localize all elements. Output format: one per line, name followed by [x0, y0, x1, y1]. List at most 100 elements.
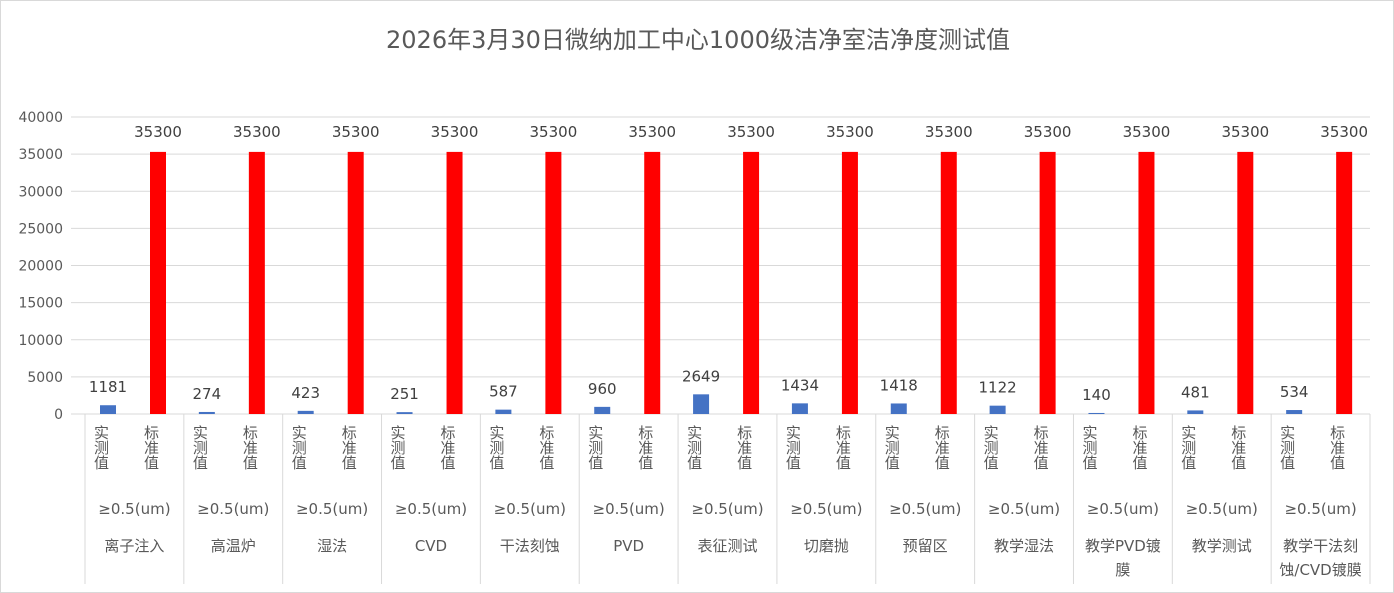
size-label: ≥0.5(um) [296, 500, 368, 518]
data-label: 534 [1280, 383, 1309, 401]
data-label: 35300 [332, 123, 380, 141]
data-label: 35300 [431, 123, 479, 141]
data-label: 140 [1082, 386, 1111, 404]
data-label: 35300 [1123, 123, 1171, 141]
data-label: 35300 [134, 123, 182, 141]
size-label: ≥0.5(um) [593, 500, 665, 518]
category-label: 表征测试 [697, 537, 757, 555]
size-label: ≥0.5(um) [988, 500, 1060, 518]
category-label: 教学测试 [1192, 537, 1252, 555]
sub-category-label: 实测值 [487, 425, 505, 470]
data-label: 35300 [628, 123, 676, 141]
sub-category-label: 标准值 [439, 425, 457, 470]
bar-standard [446, 151, 463, 414]
bar-standard [150, 151, 166, 414]
bar-measured [198, 411, 215, 414]
sub-category-label: 实测值 [92, 425, 110, 470]
bar-standard [743, 151, 760, 414]
bar-standard [644, 151, 661, 414]
bar-standard [841, 151, 858, 414]
y-tick-label: 25000 [18, 221, 63, 237]
data-label: 35300 [233, 123, 281, 141]
sub-category-label: 标准值 [142, 425, 160, 470]
y-tick-label: 0 [54, 407, 63, 423]
bar-measured [791, 403, 808, 414]
data-label: 35300 [530, 123, 578, 141]
bar-standard [545, 151, 562, 414]
sub-category-label: 实测值 [685, 425, 703, 470]
data-label: 423 [291, 384, 320, 402]
sub-category-label: 实测值 [1080, 425, 1098, 470]
sub-category-label: 实测值 [191, 425, 209, 470]
data-label: 960 [588, 380, 617, 398]
data-label: 251 [390, 385, 419, 403]
y-tick-label: 5000 [27, 370, 63, 386]
bar-measured [989, 405, 1006, 414]
size-label: ≥0.5(um) [691, 500, 763, 518]
sub-category-label: 标准值 [1130, 425, 1148, 470]
category-label: 蚀/CVD镀膜 [1279, 561, 1361, 579]
data-label: 1181 [89, 378, 127, 396]
size-label: ≥0.5(um) [889, 500, 961, 518]
data-label: 35300 [925, 123, 973, 141]
size-label: ≥0.5(um) [1186, 500, 1258, 518]
category-label: 教学PVD镀 [1085, 537, 1161, 555]
category-label: CVD [415, 537, 447, 555]
sub-category-label: 实测值 [784, 425, 802, 470]
category-label: 教学湿法 [994, 537, 1054, 555]
sub-category-label: 标准值 [1229, 425, 1247, 470]
size-label: ≥0.5(um) [1284, 500, 1356, 518]
size-label: ≥0.5(um) [790, 500, 862, 518]
bar-standard [1237, 151, 1254, 414]
y-tick-label: 40000 [18, 110, 63, 126]
y-tick-label: 35000 [18, 147, 63, 163]
sub-category-label: 实测值 [586, 425, 604, 470]
bar-standard [347, 151, 364, 414]
sub-category-label: 标准值 [834, 425, 852, 470]
bar-standard [248, 151, 265, 414]
sub-category-label: 标准值 [241, 425, 259, 470]
bar-measured [594, 406, 611, 414]
category-label: PVD [613, 537, 644, 555]
size-label: ≥0.5(um) [197, 500, 269, 518]
data-label: 35300 [1024, 123, 1072, 141]
bar-standard [1138, 151, 1155, 414]
y-tick-label: 20000 [18, 259, 63, 275]
sub-category-label: 标准值 [1328, 425, 1346, 470]
sub-category-label: 实测值 [982, 425, 1000, 470]
data-label: 587 [489, 383, 518, 401]
category-label: 干法刻蚀 [500, 537, 560, 555]
sub-category-label: 标准值 [537, 425, 555, 470]
bar-standard [1336, 151, 1353, 414]
bar-measured [890, 403, 907, 414]
bar-measured [495, 409, 512, 414]
sub-category-label: 标准值 [636, 425, 654, 470]
bar-measured [693, 394, 710, 414]
bar-measured [1088, 412, 1105, 414]
bar-measured [100, 405, 116, 414]
y-tick-label: 15000 [18, 296, 63, 312]
bar-standard [1039, 151, 1056, 414]
y-tick-label: 10000 [18, 333, 63, 349]
category-label: 离子注入 [104, 537, 164, 555]
bar-measured [297, 410, 314, 414]
sub-category-label: 标准值 [735, 425, 753, 470]
size-label: ≥0.5(um) [395, 500, 467, 518]
sub-category-label: 实测值 [1179, 425, 1197, 470]
size-label: ≥0.5(um) [1087, 500, 1159, 518]
category-label: 湿法 [317, 537, 347, 555]
data-label: 35300 [826, 123, 874, 141]
data-label: 35300 [727, 123, 775, 141]
sub-category-label: 实测值 [883, 425, 901, 470]
sub-category-label: 实测值 [290, 425, 308, 470]
y-tick-label: 30000 [18, 184, 63, 200]
category-label: 高温炉 [211, 537, 256, 555]
category-label: 切磨抛 [804, 537, 849, 555]
category-label: 膜 [1115, 561, 1130, 579]
data-label: 2649 [682, 367, 720, 385]
data-label: 1418 [880, 376, 918, 394]
sub-category-label: 标准值 [933, 425, 951, 470]
bar-measured [396, 412, 413, 414]
